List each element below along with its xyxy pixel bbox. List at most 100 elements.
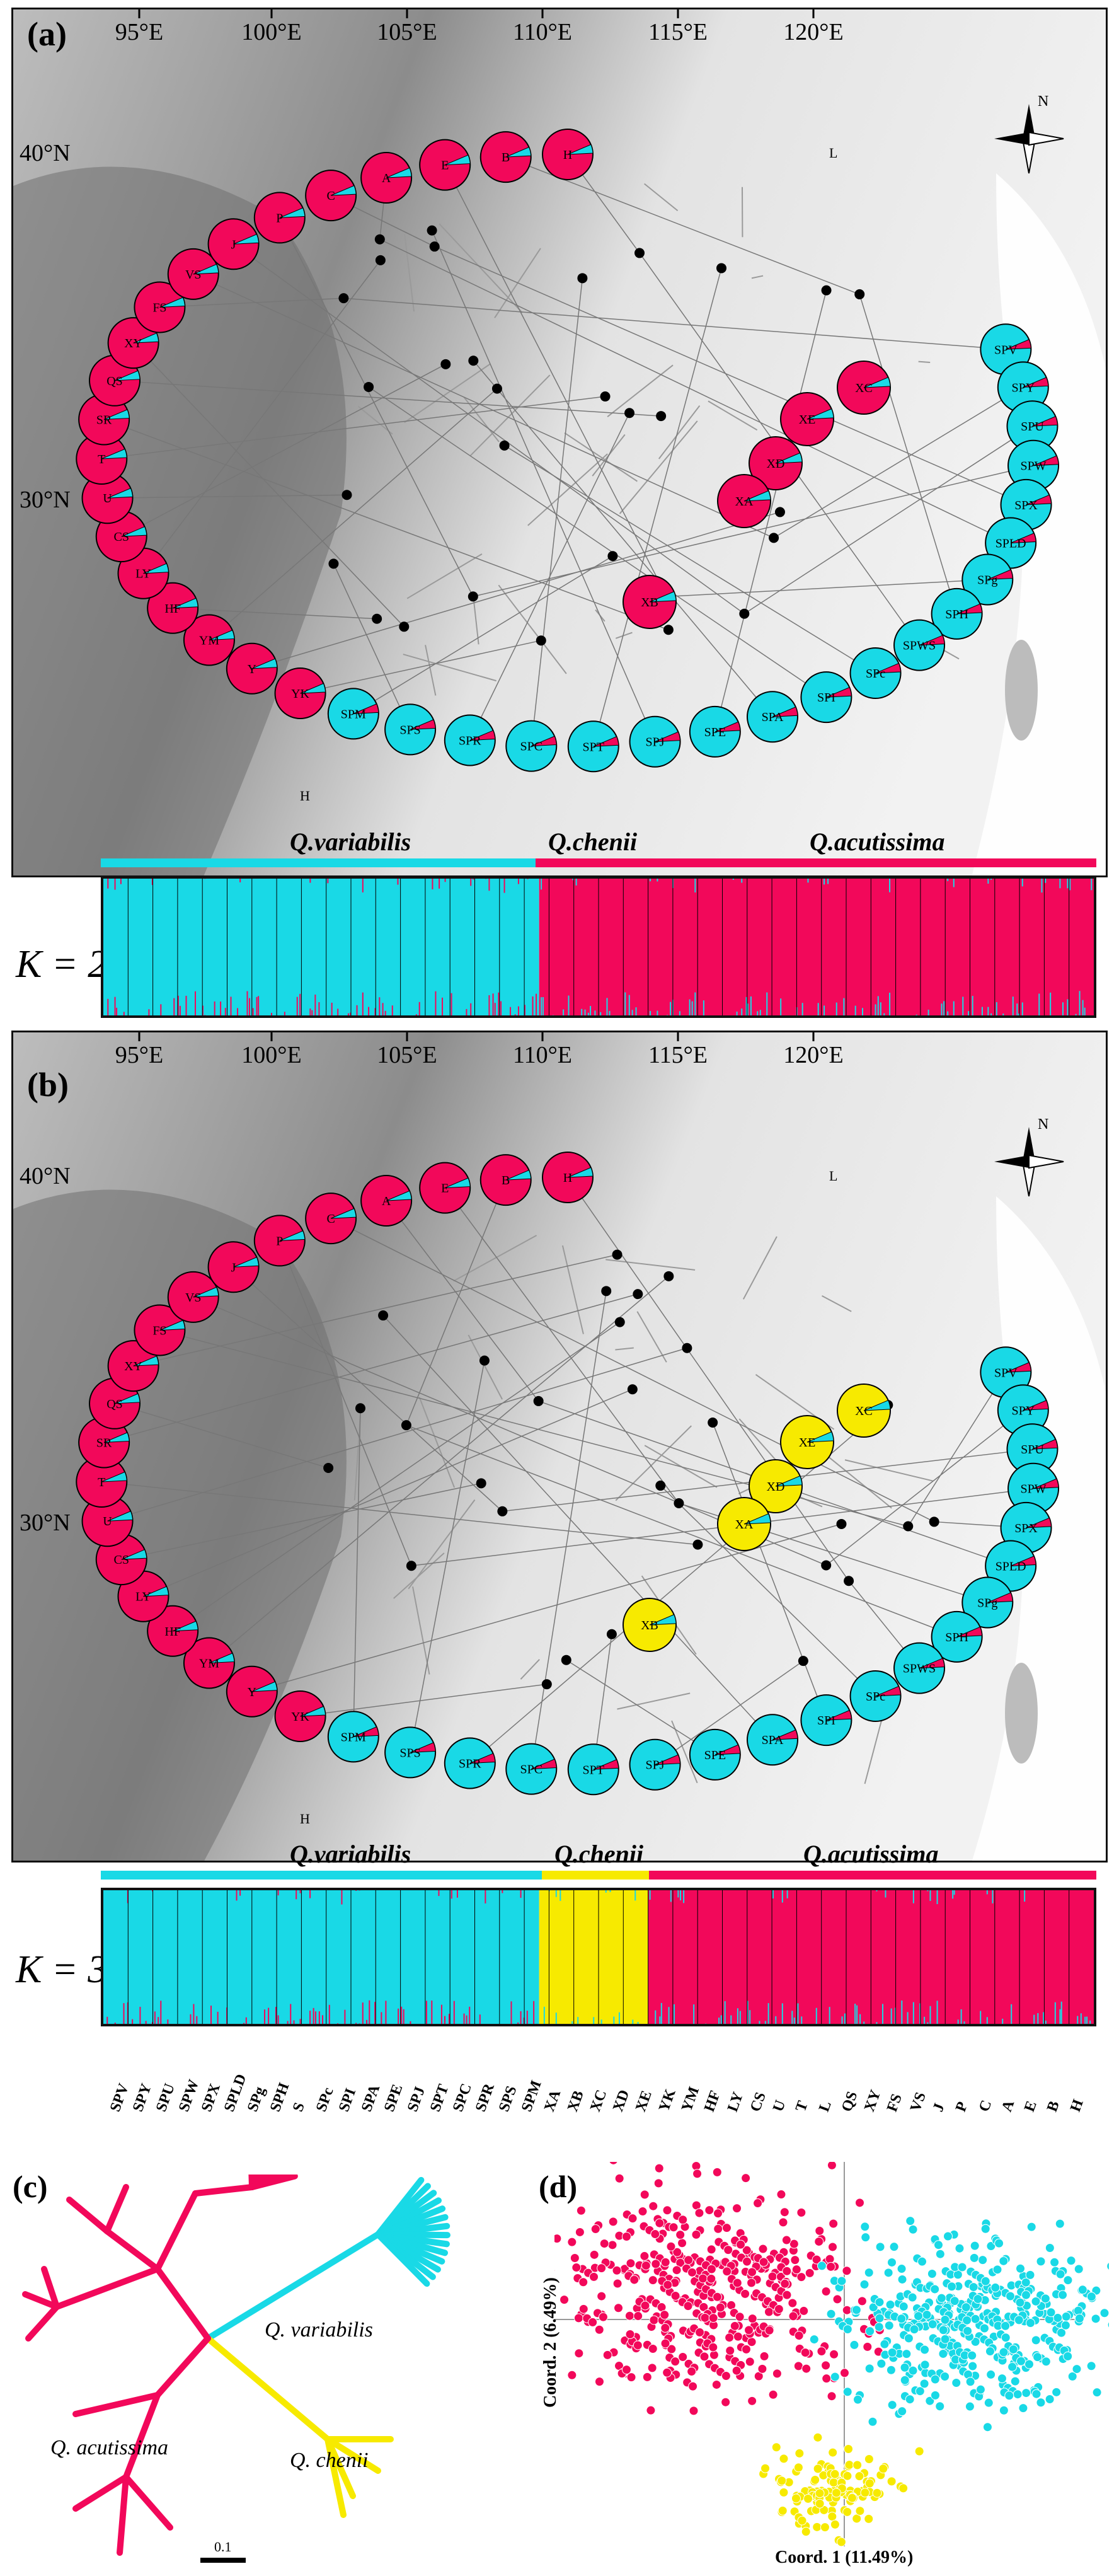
admixture-stripe (384, 1010, 386, 1015)
connector-line (251, 1523, 842, 1692)
admixture-stripe (309, 2011, 311, 2024)
connector-line (531, 1291, 607, 1769)
connector-line (103, 1293, 638, 1443)
pie-label: B (502, 1174, 510, 1187)
sample-dot (378, 1310, 389, 1321)
longitude-label: 110°E (513, 1042, 572, 1068)
population-label: E (1021, 2098, 1041, 2114)
pcoa-point-acutissima (827, 2162, 837, 2170)
pie-label: SPV (994, 343, 1018, 357)
sample-dot (497, 1506, 508, 1516)
admixture-stripe (271, 1012, 273, 1015)
admixture-stripe (730, 2015, 732, 2024)
admixture-stripe (943, 1001, 945, 1015)
map-plateau (13, 166, 347, 875)
pcoa-point-variabilis (817, 2261, 827, 2271)
pcoa-point-acutissima (753, 2198, 763, 2209)
admixture-stripe (650, 879, 651, 882)
admixture-stripe (741, 1008, 743, 1015)
connector-line (330, 1218, 934, 1523)
pcoa-point-acutissima (662, 2205, 672, 2215)
admixture-stripe (594, 1010, 596, 1015)
admixture-stripe (885, 1890, 887, 1898)
admixture-stripe (854, 2004, 856, 2024)
pcoa-point-chenii (864, 2454, 874, 2464)
admixture-stripe (362, 879, 364, 892)
pie-label: LY (135, 1590, 151, 1604)
pcoa-point-variabilis (849, 2340, 859, 2350)
pcoa-point-acutissima (648, 2201, 658, 2211)
pcoa-point-acutissima (778, 2217, 788, 2227)
pie-spld: SPLD (985, 1540, 1037, 1592)
pcoa-point-chenii (878, 2464, 888, 2474)
pie-label: XB (641, 1619, 658, 1632)
pcoa-point-acutissima (687, 2367, 697, 2377)
sample-dot (929, 1516, 939, 1527)
pie-label: SPI (817, 1714, 835, 1728)
admixture-stripe (532, 996, 534, 1015)
province-boundary (615, 1425, 692, 1501)
pie-label: QS (106, 374, 123, 388)
admixture-stripe (258, 996, 260, 1015)
pcoa-point-acutissima (704, 2205, 714, 2215)
pie-label: CS (114, 1553, 129, 1567)
pcoa-point-chenii (760, 2463, 771, 2473)
sample-dot (338, 293, 349, 304)
admixture-stripe (1012, 996, 1014, 1015)
pcoa-point-variabilis (842, 2387, 852, 2397)
admixture-stripe (1024, 1890, 1026, 1902)
admixture-stripe (1045, 2020, 1047, 2024)
province-boundary (425, 645, 437, 696)
admixture-stripe (210, 2006, 212, 2024)
admixture-stripe (856, 2005, 858, 2024)
population-label: SPI (335, 2086, 359, 2114)
pcoa-point-variabilis (1107, 2321, 1109, 2328)
pcoa-point-acutissima (573, 2313, 583, 2323)
pie-xa: XA (717, 474, 771, 528)
admixture-stripe (328, 2004, 330, 2024)
admixture-stripe (293, 2020, 295, 2024)
tree-label-variabilis: Q. variabilis (265, 2318, 373, 2342)
admixture-stripe (843, 998, 845, 1015)
pcoa-point-variabilis (973, 2294, 983, 2304)
pcoa-point-acutissima (805, 2268, 815, 2278)
pcoa-point-variabilis (975, 2384, 985, 2394)
pie-label: B (502, 151, 510, 165)
admixture-stripe (237, 1008, 239, 1015)
pie-ym: YM (183, 1637, 235, 1689)
admixture-stripe (425, 2001, 427, 2024)
pcoa-point-chenii (844, 2460, 854, 2470)
tree-branch (154, 2335, 211, 2398)
admixture-stripe (781, 1890, 783, 1903)
sample-dot (577, 273, 588, 284)
admixture-stripe (797, 2003, 799, 2024)
pcoa-point-variabilis (969, 2253, 979, 2263)
population-label: LY (724, 2089, 747, 2114)
tree-branch (117, 2474, 129, 2556)
pcoa-point-acutissima (684, 2255, 694, 2265)
sample-dot (440, 359, 451, 369)
pcoa-point-chenii (860, 2488, 870, 2498)
pcoa-point-acutissima (713, 2224, 723, 2234)
pie-label: C (326, 1212, 335, 1226)
pcoa-point-chenii (836, 2537, 846, 2546)
population-label: XE (633, 2088, 656, 2114)
admixture-stripe (555, 1890, 557, 1897)
population-label: VS (907, 2090, 929, 2114)
pie-label: SPY (1011, 381, 1035, 395)
pie-h: H (542, 1152, 594, 1203)
admixture-stripe (220, 1001, 222, 1015)
admixture-stripe (107, 998, 109, 1015)
panel-label-d: (d) (539, 2169, 578, 2204)
pcoa-point-variabilis (864, 2268, 874, 2278)
tree-branch (154, 2266, 211, 2342)
population-label: SPE (381, 2082, 406, 2114)
pcoa-point-acutissima (599, 2239, 609, 2249)
pie-label: XY (124, 1360, 142, 1373)
connector-line (279, 217, 474, 597)
longitude-label: 105°E (377, 1042, 437, 1068)
pcoa-point-variabilis (865, 2326, 875, 2336)
admixture-stripe (679, 1011, 680, 1015)
admixture-stripe (757, 1011, 759, 1015)
pcoa-point-acutissima (780, 2279, 790, 2289)
